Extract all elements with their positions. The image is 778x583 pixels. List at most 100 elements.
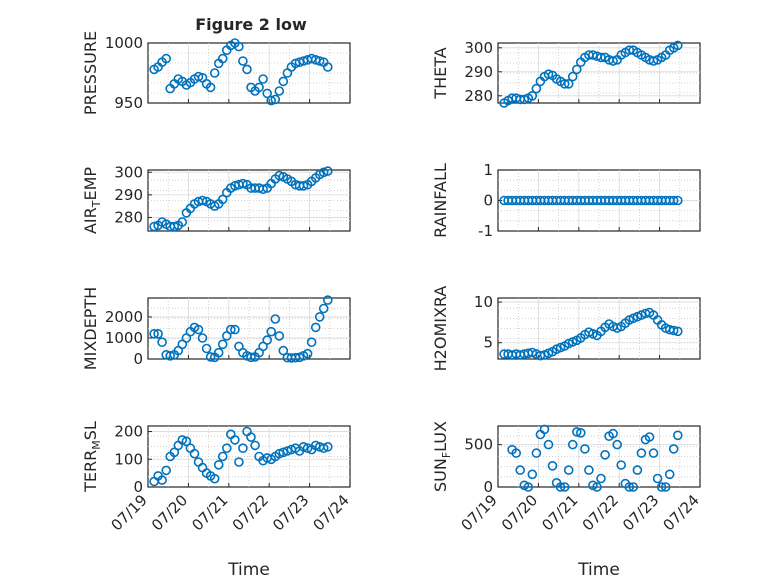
data-point xyxy=(149,221,159,232)
data-point xyxy=(169,447,180,458)
y-tick-label: 5 xyxy=(483,334,493,352)
data-point xyxy=(266,95,277,106)
data-point xyxy=(322,62,333,72)
data-point xyxy=(157,475,167,485)
subplot-theta: 280 290 300 THETA xyxy=(431,39,701,108)
x-tick-label: 07/24 xyxy=(660,491,703,534)
data-point xyxy=(226,324,236,335)
data-point xyxy=(213,459,224,470)
data-point xyxy=(580,444,590,454)
data-point xyxy=(608,428,618,439)
subplot-mixdepth: 0 1000 2000 MIXDEPTH xyxy=(81,287,351,370)
x-tick-label: 07/24 xyxy=(310,491,353,534)
data-point xyxy=(668,444,679,454)
y-tick-label: 300 xyxy=(114,163,143,181)
y-tick-label: 1 xyxy=(483,161,493,179)
data-point xyxy=(519,94,530,105)
subplot-pressure: 950 1000 PRESSURE xyxy=(81,31,351,115)
series-markers xyxy=(507,424,683,492)
data-point xyxy=(205,352,216,362)
y-tick-label: 500 xyxy=(464,436,493,454)
y-tick-label: 0 xyxy=(483,192,493,210)
data-point xyxy=(278,76,289,87)
data-point xyxy=(177,217,188,227)
data-point xyxy=(302,348,313,359)
data-point xyxy=(213,347,224,358)
x-tick-label: 07/22 xyxy=(579,491,622,534)
data-point xyxy=(193,71,204,82)
data-point xyxy=(238,443,248,454)
data-point xyxy=(567,71,578,82)
data-point xyxy=(298,181,309,191)
y-axis-label: MIXDEPTH xyxy=(81,287,100,370)
x-tick-label: 07/20 xyxy=(148,491,191,534)
y-tick-label: 0 xyxy=(133,350,143,368)
data-point xyxy=(274,331,285,341)
y-tick-label: 280 xyxy=(114,208,143,226)
series-markers xyxy=(149,38,333,106)
subplot-h2omixra: 5 10 H2OMIXRA xyxy=(431,286,701,372)
data-point xyxy=(563,79,574,89)
data-point xyxy=(652,473,663,484)
data-point xyxy=(181,436,192,447)
data-point xyxy=(278,447,289,458)
data-point xyxy=(523,482,534,492)
y-axis-label: H2OMIXRA xyxy=(431,286,450,372)
data-point xyxy=(539,424,550,435)
y-axis-label: AIRTEMP xyxy=(81,167,103,234)
data-point xyxy=(672,326,683,337)
y-axis-label: PRESSURE xyxy=(81,31,100,115)
data-point xyxy=(571,427,582,437)
data-point xyxy=(217,339,228,350)
data-point xyxy=(672,430,683,441)
data-point xyxy=(270,94,281,105)
data-point xyxy=(559,482,570,492)
data-point xyxy=(644,432,655,442)
data-point xyxy=(318,303,329,314)
x-tick-label: 07/21 xyxy=(538,491,581,534)
data-point xyxy=(318,443,329,454)
series-markers xyxy=(499,307,683,361)
x-tick-label: 07/19 xyxy=(458,491,501,534)
data-point xyxy=(314,56,325,66)
x-axis-label: Time xyxy=(227,560,270,580)
data-point xyxy=(511,448,522,458)
x-axis-label: Time xyxy=(577,560,620,580)
data-point xyxy=(230,324,240,335)
data-point xyxy=(584,465,594,475)
data-point xyxy=(555,482,566,492)
data-point xyxy=(306,337,317,348)
data-point xyxy=(628,482,639,492)
y-tick-label: -1 xyxy=(478,222,493,240)
grid-lines xyxy=(498,43,700,103)
y-tick-label: 10 xyxy=(474,293,493,311)
series-markers xyxy=(499,195,683,206)
figure-title: Figure 2 low xyxy=(195,15,307,34)
data-point xyxy=(222,443,232,454)
data-point xyxy=(165,350,175,361)
data-point xyxy=(322,441,333,452)
y-tick-label: 290 xyxy=(114,186,143,204)
subplot-rainfall: -1 0 1 RAINFALL xyxy=(431,161,701,240)
data-point xyxy=(246,352,256,363)
data-point xyxy=(274,170,285,181)
data-point xyxy=(616,460,627,470)
x-tick-label: 07/22 xyxy=(229,491,272,534)
series-markers xyxy=(149,295,333,363)
data-point xyxy=(624,482,635,492)
data-point xyxy=(234,457,244,467)
x-tick-label: 07/23 xyxy=(269,491,312,534)
y-tick-label: 280 xyxy=(464,87,493,105)
y-tick-label: 1000 xyxy=(105,329,143,347)
y-tick-label: 1000 xyxy=(105,34,143,52)
data-point xyxy=(575,427,586,438)
data-point xyxy=(278,345,289,356)
data-point xyxy=(559,79,570,89)
data-point xyxy=(600,449,610,460)
data-point xyxy=(660,482,671,492)
data-point xyxy=(527,91,538,101)
data-point xyxy=(527,469,538,480)
y-axis-label: THETA xyxy=(431,47,450,99)
data-point xyxy=(149,328,159,339)
